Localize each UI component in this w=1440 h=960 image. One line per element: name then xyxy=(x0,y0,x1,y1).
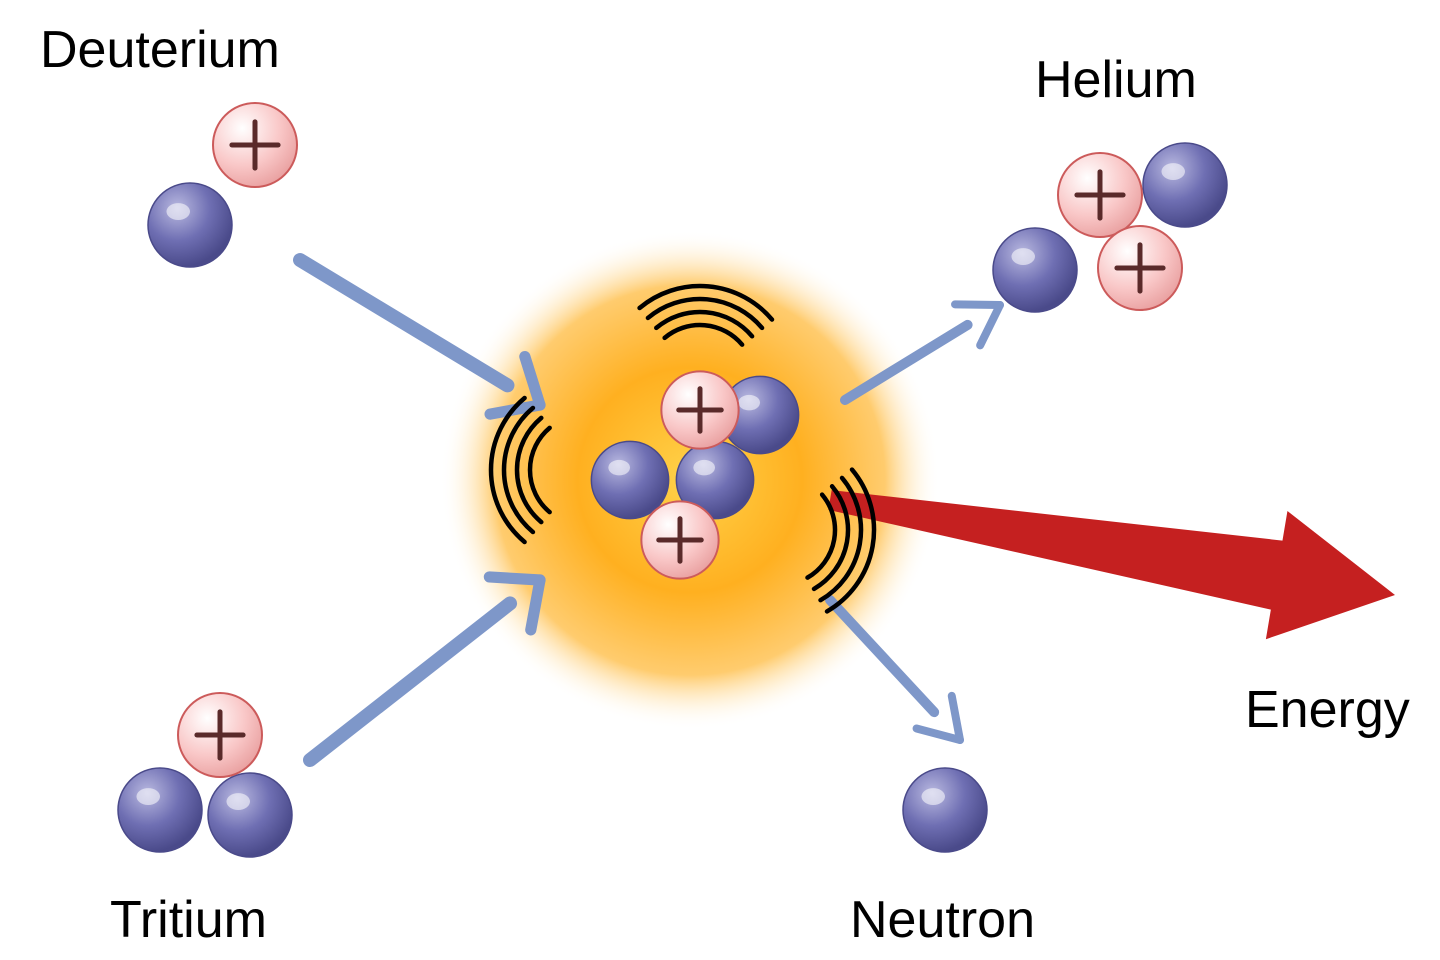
neutron-particle xyxy=(903,768,987,852)
neutron-highlight xyxy=(608,460,630,475)
label-deuterium: Deuterium xyxy=(40,20,280,80)
label-neutron: Neutron xyxy=(850,890,1035,950)
arrow-head xyxy=(955,304,1000,305)
arrow-head xyxy=(952,696,960,740)
neutron-highlight xyxy=(921,788,945,805)
neutron-highlight xyxy=(1161,163,1185,180)
neutron-highlight xyxy=(1011,248,1035,265)
arrow-head xyxy=(917,728,960,740)
neutron-highlight xyxy=(166,203,190,220)
neutron-particle xyxy=(993,228,1077,312)
label-energy: Energy xyxy=(1245,680,1410,740)
neutron-particle xyxy=(118,768,202,852)
arrow-head xyxy=(489,577,540,580)
arrow-shaft xyxy=(300,260,507,385)
neutron-highlight xyxy=(738,395,760,410)
arrow-shaft xyxy=(310,603,510,760)
neutron-particle xyxy=(208,773,292,857)
neutron-particle xyxy=(591,441,668,518)
neutron-particle xyxy=(1143,143,1227,227)
neutron-highlight xyxy=(226,793,250,810)
neutron-particle xyxy=(148,183,232,267)
arrow-head xyxy=(980,305,1000,345)
label-tritium: Tritium xyxy=(110,890,267,950)
label-helium: Helium xyxy=(1035,50,1197,110)
neutron-highlight xyxy=(693,460,715,475)
fusion-diagram: Deuterium Tritium Helium Neutron Energy xyxy=(0,0,1440,960)
diagram-svg xyxy=(0,0,1440,960)
neutron-highlight xyxy=(136,788,160,805)
